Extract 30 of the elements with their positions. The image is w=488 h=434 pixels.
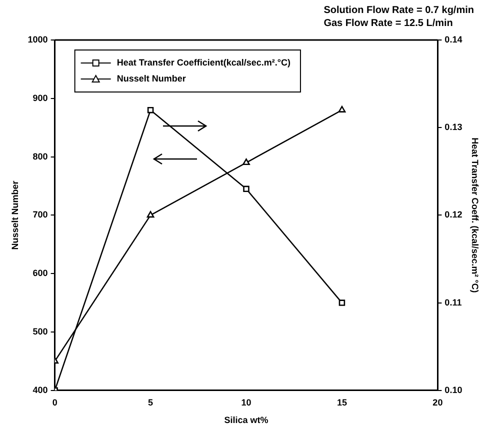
x-tick-label: 5 (148, 397, 154, 408)
point (338, 106, 346, 112)
point (243, 186, 250, 192)
y2-tick-label: 0.10 (444, 384, 462, 395)
text: Gas Flow Rate = 12.5 L/min (324, 17, 454, 30)
y-axis-title: Nusselt Number (10, 180, 20, 250)
y2-tick-label: 0.12 (444, 210, 462, 220)
y-tick-label: 800 (32, 151, 48, 162)
y-tick-label: 900 (32, 92, 48, 103)
y2-tick-label: 0.11 (444, 297, 462, 308)
x-axis-title: Silica wt% (224, 415, 268, 426)
y2-axis-title: Heat Transfer Coeff. (kcal/sec.m² °C) (470, 138, 480, 293)
y-tick-label: 600 (32, 268, 48, 278)
legend-label: Heat Transfer Coefficient(kcal/sec.m².°C) (116, 57, 290, 68)
y-tick-label: 500 (32, 326, 48, 336)
legend-label: Nusselt Number (116, 73, 186, 84)
x-tick-label: 0 (52, 397, 58, 408)
y2-tick-label: 0.14 (444, 34, 462, 44)
x-tick-label: 10 (241, 397, 252, 408)
point (146, 211, 154, 218)
point (242, 158, 250, 166)
point (338, 300, 346, 306)
x-tick-label: 15 (336, 397, 347, 408)
x-tick-label: 20 (432, 397, 443, 408)
y2-tick-label: 0.13 (444, 122, 462, 132)
y-tick-label: 700 (32, 210, 48, 220)
y-tick-label: 400 (32, 384, 48, 395)
point (147, 106, 154, 114)
text: Solution Flow Rate = 0.7 kg/min (324, 4, 474, 17)
y-tick-label: 1000 (28, 34, 48, 44)
